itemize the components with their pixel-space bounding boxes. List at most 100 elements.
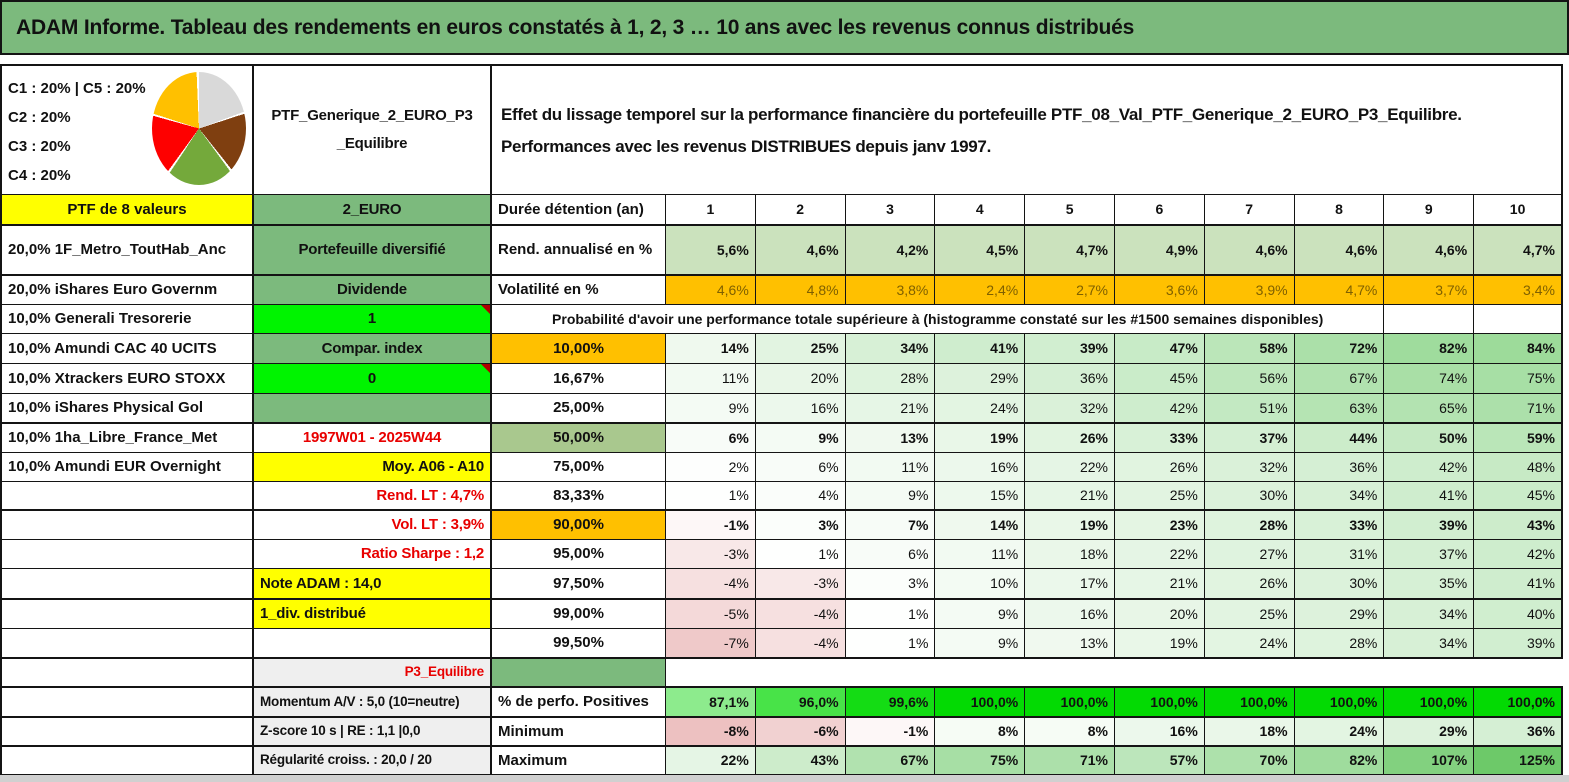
cell-proba-header-b[interactable]: 1 <box>252 304 490 333</box>
cell-ptf-header-v10[interactable]: 10 <box>1473 194 1563 224</box>
cell-p16-v10[interactable]: 75% <box>1473 363 1563 393</box>
cell-min-a[interactable] <box>2 716 252 745</box>
cell-max-v6[interactable]: 57% <box>1113 745 1204 774</box>
cell-proba-header-span[interactable]: Probabilité d'avoir une performance tota… <box>490 304 1384 333</box>
cell-ptf-header-v4[interactable]: 4 <box>934 194 1025 224</box>
cell-perfo-b[interactable]: Momentum A/V : 5,0 (10=neutre) <box>252 686 490 716</box>
cell-p97-v10[interactable]: 41% <box>1473 568 1563 598</box>
cell-p995-v3[interactable]: 1% <box>844 628 935 657</box>
cell-p16-c[interactable]: 16,67% <box>490 363 665 393</box>
cell-ptf-header-v9[interactable]: 9 <box>1383 194 1474 224</box>
cell-p3row-a[interactable] <box>2 657 252 686</box>
cell-p83-v9[interactable]: 41% <box>1383 481 1474 509</box>
cell-p97-v7[interactable]: 26% <box>1203 568 1294 598</box>
cell-p10-b[interactable]: Compar. index <box>252 333 490 363</box>
cell-p99-v3[interactable]: 1% <box>844 598 935 628</box>
cell-p995-v9[interactable]: 34% <box>1383 628 1474 657</box>
cell-min-v5[interactable]: 8% <box>1024 716 1114 745</box>
cell-p95-v9[interactable]: 37% <box>1383 539 1474 568</box>
cell-p10-v6[interactable]: 47% <box>1113 333 1204 363</box>
cell-p97-v8[interactable]: 30% <box>1293 568 1384 598</box>
cell-p97-c[interactable]: 97,50% <box>490 568 665 598</box>
cell-p83-b[interactable]: Rend. LT : 4,7% <box>252 481 490 509</box>
cell-p25-a[interactable]: 10,0% iShares Physical Gol <box>2 393 252 422</box>
cell-p50-v2[interactable]: 9% <box>754 422 845 452</box>
cell-p83-v3[interactable]: 9% <box>844 481 935 509</box>
cell-perfo-v8[interactable]: 100,0% <box>1293 686 1384 716</box>
cell-p83-v2[interactable]: 4% <box>754 481 845 509</box>
cell-p97-a[interactable] <box>2 568 252 598</box>
cell-p16-b[interactable]: 0 <box>252 363 490 393</box>
cell-perfo-v10[interactable]: 100,0% <box>1473 686 1563 716</box>
cell-p50-v3[interactable]: 13% <box>844 422 935 452</box>
cell-p90-v4[interactable]: 14% <box>934 509 1025 539</box>
cell-p99-v10[interactable]: 40% <box>1473 598 1563 628</box>
cell-max-v2[interactable]: 43% <box>754 745 845 774</box>
cell-p16-v2[interactable]: 20% <box>754 363 845 393</box>
cell-vol-b[interactable]: Dividende <box>252 274 490 304</box>
cell-p995-v6[interactable]: 19% <box>1113 628 1204 657</box>
cell-p995-v2[interactable]: -4% <box>754 628 845 657</box>
cell-max-v5[interactable]: 71% <box>1024 745 1114 774</box>
cell-proba-header-a[interactable]: 10,0% Generali Tresorerie <box>2 304 252 333</box>
cell-p75-v1[interactable]: 2% <box>665 452 755 481</box>
cell-p3row-b[interactable]: P3_Equilibre <box>252 657 490 686</box>
cell-vol-v6[interactable]: 3,6% <box>1113 274 1204 304</box>
cell-p25-c[interactable]: 25,00% <box>490 393 665 422</box>
cell-proba-header-v10[interactable] <box>1473 304 1563 333</box>
cell-p95-v5[interactable]: 18% <box>1024 539 1114 568</box>
cell-p75-b[interactable]: Moy. A06 - A10 <box>252 452 490 481</box>
cell-p99-a[interactable] <box>2 598 252 628</box>
cell-p25-v9[interactable]: 65% <box>1383 393 1474 422</box>
cell-p97-v5[interactable]: 17% <box>1024 568 1114 598</box>
cell-min-v1[interactable]: -8% <box>665 716 755 745</box>
cell-ptf-header-v7[interactable]: 7 <box>1203 194 1294 224</box>
cell-p10-v3[interactable]: 34% <box>844 333 935 363</box>
cell-p99-v7[interactable]: 25% <box>1203 598 1294 628</box>
cell-p95-v4[interactable]: 11% <box>934 539 1025 568</box>
cell-p83-c[interactable]: 83,33% <box>490 481 665 509</box>
cell-rend-v2[interactable]: 4,6% <box>754 224 845 274</box>
cell-p83-v10[interactable]: 45% <box>1473 481 1563 509</box>
cell-min-v10[interactable]: 36% <box>1473 716 1563 745</box>
cell-rend-v3[interactable]: 4,2% <box>844 224 935 274</box>
cell-p16-v5[interactable]: 36% <box>1024 363 1114 393</box>
cell-p83-v5[interactable]: 21% <box>1024 481 1114 509</box>
cell-rend-b[interactable]: Portefeuille diversifié <box>252 224 490 274</box>
cell-p16-v7[interactable]: 56% <box>1203 363 1294 393</box>
cell-p97-b[interactable]: Note ADAM : 14,0 <box>252 568 490 598</box>
cell-vol-v8[interactable]: 4,7% <box>1293 274 1384 304</box>
cell-p10-v4[interactable]: 41% <box>934 333 1025 363</box>
cell-p50-v9[interactable]: 50% <box>1383 422 1474 452</box>
cell-min-b[interactable]: Z-score 10 s | RE : 1,1 |0,0 <box>252 716 490 745</box>
cell-p10-v7[interactable]: 58% <box>1203 333 1294 363</box>
cell-p25-v6[interactable]: 42% <box>1113 393 1204 422</box>
cell-p3row-free[interactable] <box>665 657 1563 686</box>
cell-p95-v2[interactable]: 1% <box>754 539 845 568</box>
cell-p90-c[interactable]: 90,00% <box>490 509 665 539</box>
cell-p995-v8[interactable]: 28% <box>1293 628 1384 657</box>
cell-p75-v2[interactable]: 6% <box>754 452 845 481</box>
cell-p10-v10[interactable]: 84% <box>1473 333 1563 363</box>
cell-p83-v6[interactable]: 25% <box>1113 481 1204 509</box>
cell-ptf-header-v5[interactable]: 5 <box>1024 194 1114 224</box>
cell-vol-v10[interactable]: 3,4% <box>1473 274 1563 304</box>
cell-p25-v4[interactable]: 24% <box>934 393 1025 422</box>
cell-p16-v6[interactable]: 45% <box>1113 363 1204 393</box>
cell-p16-a[interactable]: 10,0% Xtrackers EURO STOXX <box>2 363 252 393</box>
cell-p90-v9[interactable]: 39% <box>1383 509 1474 539</box>
cell-p16-v8[interactable]: 67% <box>1293 363 1384 393</box>
cell-max-v3[interactable]: 67% <box>844 745 935 774</box>
cell-max-v9[interactable]: 107% <box>1383 745 1474 774</box>
cell-max-v4[interactable]: 75% <box>934 745 1025 774</box>
cell-rend-v6[interactable]: 4,9% <box>1113 224 1204 274</box>
cell-p50-v8[interactable]: 44% <box>1293 422 1384 452</box>
cell-p25-v3[interactable]: 21% <box>844 393 935 422</box>
cell-vol-a[interactable]: 20,0% iShares Euro Governm <box>2 274 252 304</box>
cell-p10-v2[interactable]: 25% <box>754 333 845 363</box>
cell-p50-v5[interactable]: 26% <box>1024 422 1114 452</box>
cell-p99-v9[interactable]: 34% <box>1383 598 1474 628</box>
cell-ptf-header-v6[interactable]: 6 <box>1113 194 1204 224</box>
cell-p95-v8[interactable]: 31% <box>1293 539 1384 568</box>
cell-p75-v7[interactable]: 32% <box>1203 452 1294 481</box>
